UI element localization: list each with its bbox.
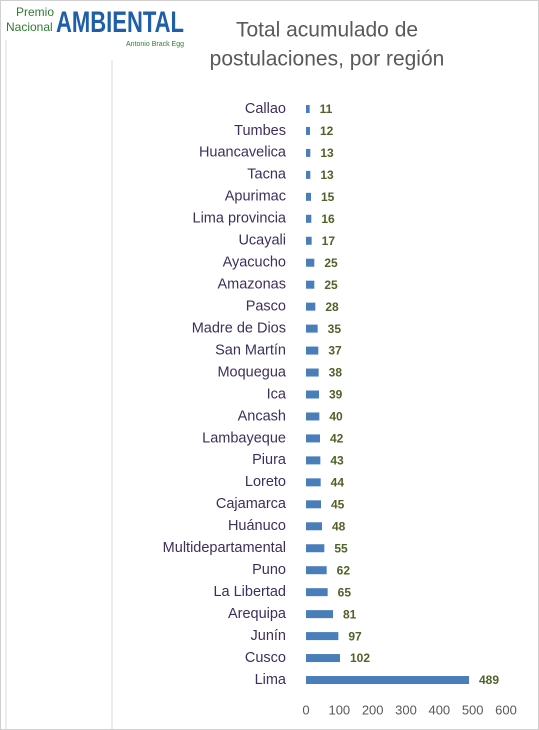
logo-middle: Nacional [6,20,53,34]
bar [306,588,328,597]
data-label: 37 [328,344,342,358]
y-tick-label: Madre de Dios [192,320,286,336]
logo-main: AMBIENTAL [56,6,184,39]
bar [306,654,340,663]
data-label: 17 [322,234,336,248]
x-tick-label: 200 [362,702,384,717]
data-label: 43 [330,454,344,468]
data-label: 42 [330,432,344,446]
y-tick-label: Pasco [246,298,286,314]
chart-title: Total acumulado de [236,19,418,42]
x-tick-label: 0 [302,702,309,717]
y-tick-label: Loreto [245,474,286,490]
bar [306,148,311,157]
data-label: 102 [350,651,370,665]
data-label: 16 [321,212,335,226]
data-label: 11 [320,102,333,116]
y-tick-label: Tacna [247,167,287,183]
y-tick-label: Apurimac [225,189,286,205]
data-label: 13 [320,168,334,182]
y-tick-label: San Martín [215,342,286,358]
logo-top: Premio [16,5,54,19]
chart-title: postulaciones, por región [210,48,445,71]
x-tick-label: 400 [428,702,450,717]
x-tick-label: 500 [462,702,484,717]
bar [306,280,315,289]
data-label: 13 [320,146,334,160]
bar [306,412,320,421]
logo-sub: Antonio Brack Egg [126,41,184,48]
data-label: 40 [329,410,343,424]
y-tick-label: Moquegua [217,364,286,380]
bar [306,236,312,245]
y-tick-label: Ucayali [238,233,286,249]
data-label: 81 [343,607,357,621]
bar [306,478,321,487]
y-tick-label: Lima provincia [193,211,287,227]
y-tick-label: Piura [252,452,287,468]
data-label: 15 [321,190,335,204]
y-tick-label: Cajamarca [216,496,287,512]
y-tick-label: Huánuco [228,518,286,534]
bar [306,346,319,355]
bar [306,302,316,311]
data-label: 35 [328,322,342,336]
data-label: 45 [331,497,345,511]
data-label: 65 [338,585,352,599]
data-label: 28 [325,300,339,314]
bar [306,126,310,135]
y-tick-label: Ica [267,386,287,402]
bar [306,610,333,619]
y-tick-label: Huancavelica [199,145,287,161]
data-label: 25 [324,278,338,292]
data-label: 97 [348,629,362,643]
bar [306,214,312,223]
y-tick-label: La Libertad [213,584,286,600]
bar [306,544,325,553]
y-tick-label: Callao [245,101,286,117]
y-tick-label: Multidepartamental [163,540,286,556]
data-label: 39 [329,388,343,402]
data-label: 25 [324,256,338,270]
bar [306,434,320,443]
y-tick-label: Lima [255,672,287,688]
bar [306,566,327,575]
bar [306,456,321,465]
y-tick-label: Tumbes [234,123,286,139]
bar [306,104,310,113]
data-label: 62 [337,563,351,577]
bar [306,676,469,685]
bar [306,368,319,377]
bar [306,522,322,531]
y-tick-label: Cusco [245,650,286,666]
bar [306,192,311,201]
data-label: 44 [331,476,345,490]
y-tick-label: Lambayeque [202,430,286,446]
bar [306,170,311,179]
y-tick-label: Amazonas [217,277,286,293]
y-tick-label: Puno [252,562,286,578]
data-label: 12 [320,124,334,138]
bar [306,324,318,333]
x-tick-label: 600 [495,702,517,717]
y-tick-label: Ayacucho [223,255,286,271]
bar [306,258,315,267]
data-label: 489 [479,673,499,687]
bar [306,632,339,641]
bar [306,500,321,509]
x-tick-label: 300 [395,702,417,717]
x-tick-label: 100 [328,702,350,717]
y-tick-label: Arequipa [228,606,287,622]
y-tick-label: Junín [251,628,286,644]
bar [306,390,319,399]
y-tick-label: Ancash [238,408,286,424]
data-label: 38 [329,366,343,380]
data-label: 48 [332,519,346,533]
data-label: 55 [334,541,348,555]
